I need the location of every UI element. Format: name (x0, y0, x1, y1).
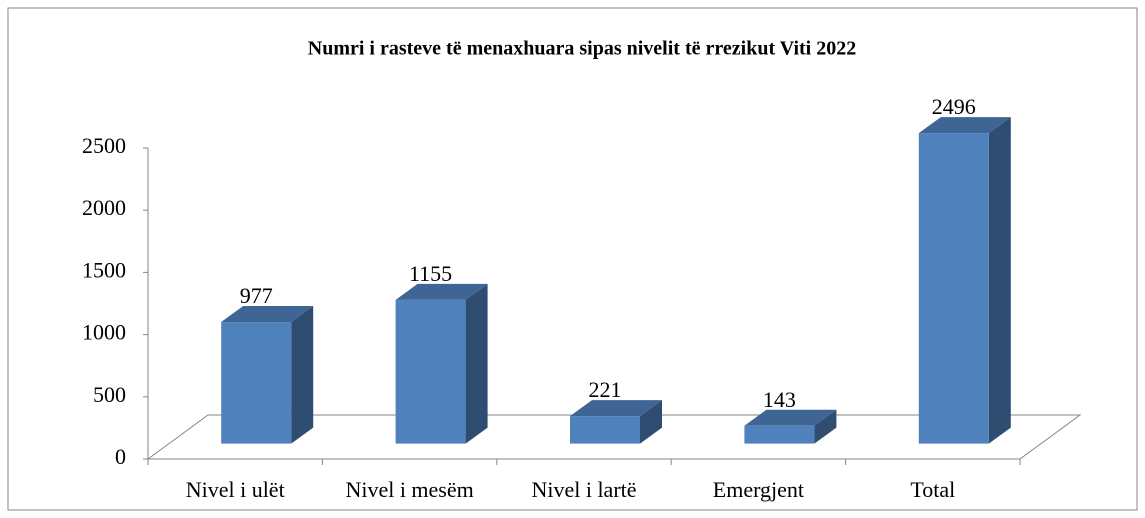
bar-side (640, 400, 662, 444)
x-tick-label: Emergjent (713, 477, 804, 502)
bar (221, 322, 292, 444)
x-tick-label: Nivel i mesëm (345, 477, 473, 502)
bar-top (570, 400, 662, 417)
bar-side (465, 283, 488, 444)
value-label: 977 (240, 283, 273, 308)
x-tick-label: Total (910, 477, 955, 502)
value-label: 143 (763, 387, 796, 412)
bar-side (988, 117, 1011, 444)
bar (395, 299, 466, 444)
x-tick-label: Nivel i lartë (531, 477, 636, 502)
bar-top (221, 306, 314, 323)
y-tick-label: 1500 (82, 257, 126, 282)
bar-top (918, 117, 1011, 134)
bar-side (814, 409, 837, 444)
value-label: 2496 (932, 94, 976, 119)
floor (146, 414, 1082, 460)
chart-title: Numri i rasteve të menaxhuara sipas nive… (308, 38, 856, 60)
y-tick-label: 1000 (82, 320, 126, 345)
value-label: 221 (589, 377, 622, 402)
y-tick-label: 500 (93, 382, 126, 407)
bar-top (744, 409, 837, 426)
y-tick-label: 2500 (82, 133, 126, 158)
bar-top (395, 283, 488, 300)
y-tick-label: 0 (115, 444, 126, 469)
value-label: 1155 (409, 261, 452, 286)
y-tick-label: 2000 (82, 195, 126, 220)
bar (570, 416, 640, 444)
bar (918, 133, 989, 444)
bar (744, 425, 815, 444)
bar-side (291, 306, 314, 444)
x-tick-label: Nivel i ulët (186, 477, 285, 502)
